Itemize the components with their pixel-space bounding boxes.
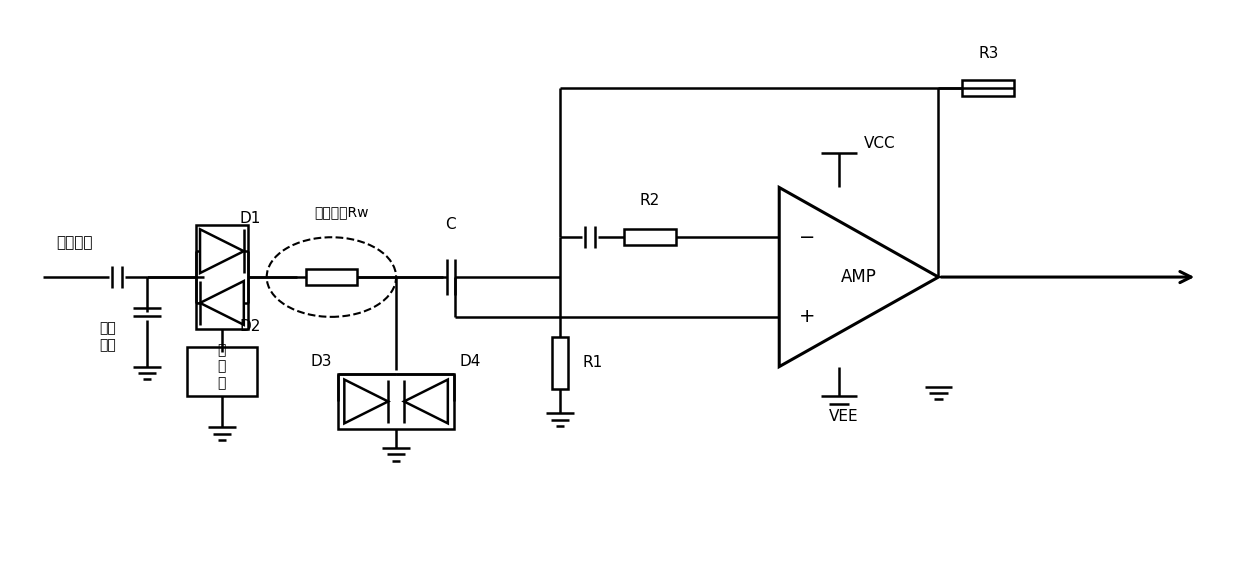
Bar (624, 229, 676, 245)
Text: 发射信号: 发射信号 (56, 235, 93, 250)
Text: 功率电阻Rw: 功率电阻Rw (314, 205, 368, 219)
Polygon shape (779, 188, 939, 366)
Text: D4: D4 (460, 354, 481, 369)
Polygon shape (200, 229, 244, 273)
Text: 换
能
器: 换 能 器 (218, 343, 226, 390)
Text: C: C (445, 218, 456, 233)
Bar (339, 373, 454, 429)
Bar (962, 80, 1014, 96)
Polygon shape (404, 380, 448, 424)
Polygon shape (200, 281, 244, 325)
Text: D3: D3 (311, 354, 332, 369)
Text: R3: R3 (978, 46, 998, 61)
Bar (552, 337, 568, 388)
Text: R2: R2 (640, 193, 660, 208)
Bar (187, 347, 257, 396)
Bar (305, 269, 357, 285)
Text: R1: R1 (583, 355, 603, 370)
Text: VEE: VEE (830, 409, 859, 424)
Text: VCC: VCC (864, 136, 895, 151)
Text: −: − (799, 228, 815, 247)
Polygon shape (345, 380, 388, 424)
Text: AMP: AMP (841, 268, 877, 286)
Bar (196, 225, 248, 329)
Text: D1: D1 (239, 211, 260, 226)
Text: 匹配
电容: 匹配 电容 (99, 321, 115, 353)
Text: D2: D2 (239, 319, 260, 334)
Text: +: + (799, 308, 816, 327)
